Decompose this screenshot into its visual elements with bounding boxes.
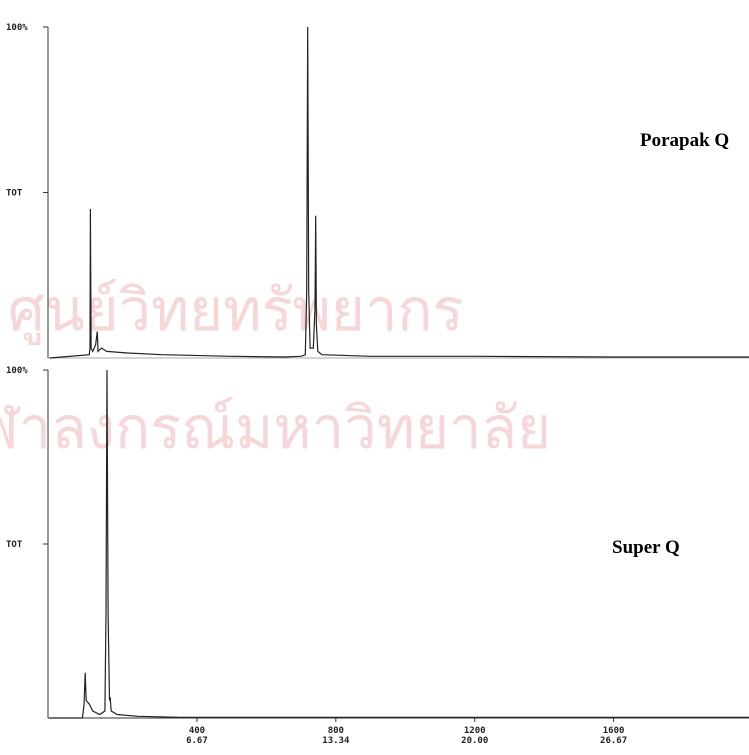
- x-tick-label: 1200: [464, 726, 486, 736]
- trace-label: Super Q: [612, 537, 680, 558]
- x-time-label: 20.00: [461, 736, 488, 746]
- y-tick-label: TOT: [6, 540, 23, 550]
- x-time-label: 6.67: [186, 736, 208, 746]
- x-tick-label: 1600: [603, 726, 625, 736]
- y-tick-label: 100%: [6, 366, 28, 376]
- watermark: จุฬาลงกรณ์มหาวิทยาลัย: [0, 394, 551, 464]
- chromatogram-figure: ศูนย์วิทยทรัพยากร จุฬาลงกรณ์มหาวิทยาลัย …: [0, 0, 749, 755]
- y-tick-label: 100%: [6, 23, 28, 33]
- x-tick-label: 400: [189, 726, 205, 736]
- x-time-label: 26.67: [600, 736, 627, 746]
- y-tick-label: TOT: [6, 189, 23, 199]
- watermark: ศูนย์วิทยทรัพยากร: [8, 276, 464, 345]
- trace-label: Porapak Q: [640, 130, 729, 151]
- x-time-label: 13.34: [322, 736, 350, 746]
- x-tick-label: 800: [328, 726, 344, 736]
